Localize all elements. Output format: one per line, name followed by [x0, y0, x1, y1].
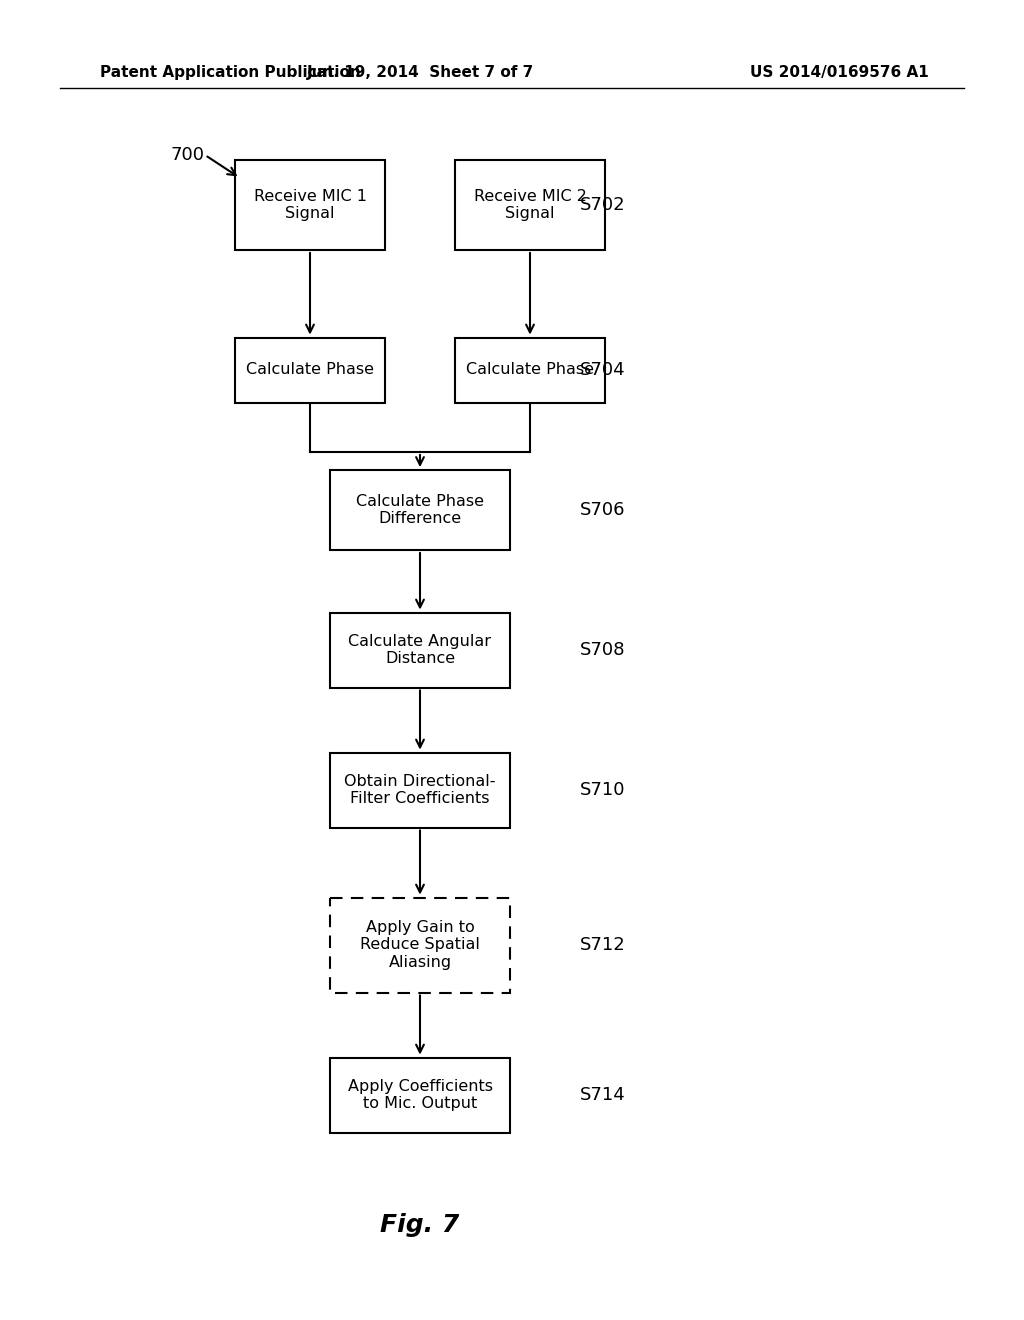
Text: Receive MIC 1
Signal: Receive MIC 1 Signal: [254, 189, 367, 222]
Text: Calculate Phase: Calculate Phase: [466, 363, 594, 378]
Text: Patent Application Publication: Patent Application Publication: [100, 65, 360, 79]
Text: S714: S714: [580, 1086, 626, 1104]
Text: S712: S712: [580, 936, 626, 954]
Bar: [330, 470, 510, 550]
Bar: [330, 752, 510, 828]
Text: Receive MIC 2
Signal: Receive MIC 2 Signal: [473, 189, 587, 222]
Text: Calculate Phase
Difference: Calculate Phase Difference: [356, 494, 484, 527]
Text: S708: S708: [580, 642, 626, 659]
Bar: [234, 160, 385, 249]
Bar: [330, 612, 510, 688]
Text: Calculate Angular
Distance: Calculate Angular Distance: [348, 634, 492, 667]
Bar: [455, 338, 605, 403]
Text: Obtain Directional-
Filter Coefficients: Obtain Directional- Filter Coefficients: [344, 774, 496, 807]
Text: Calculate Phase: Calculate Phase: [246, 363, 374, 378]
Bar: [455, 160, 605, 249]
Text: S702: S702: [580, 195, 626, 214]
Text: US 2014/0169576 A1: US 2014/0169576 A1: [750, 65, 929, 79]
Text: Jun. 19, 2014  Sheet 7 of 7: Jun. 19, 2014 Sheet 7 of 7: [306, 65, 534, 79]
Text: Fig. 7: Fig. 7: [380, 1213, 460, 1237]
Bar: [330, 1057, 510, 1133]
Bar: [234, 338, 385, 403]
Text: Apply Gain to
Reduce Spatial
Aliasing: Apply Gain to Reduce Spatial Aliasing: [360, 920, 480, 970]
Bar: [330, 898, 510, 993]
Text: S710: S710: [580, 781, 626, 799]
Text: S706: S706: [580, 502, 626, 519]
Text: 700: 700: [170, 147, 204, 164]
Text: S704: S704: [580, 360, 626, 379]
Text: Apply Coefficients
to Mic. Output: Apply Coefficients to Mic. Output: [347, 1078, 493, 1111]
